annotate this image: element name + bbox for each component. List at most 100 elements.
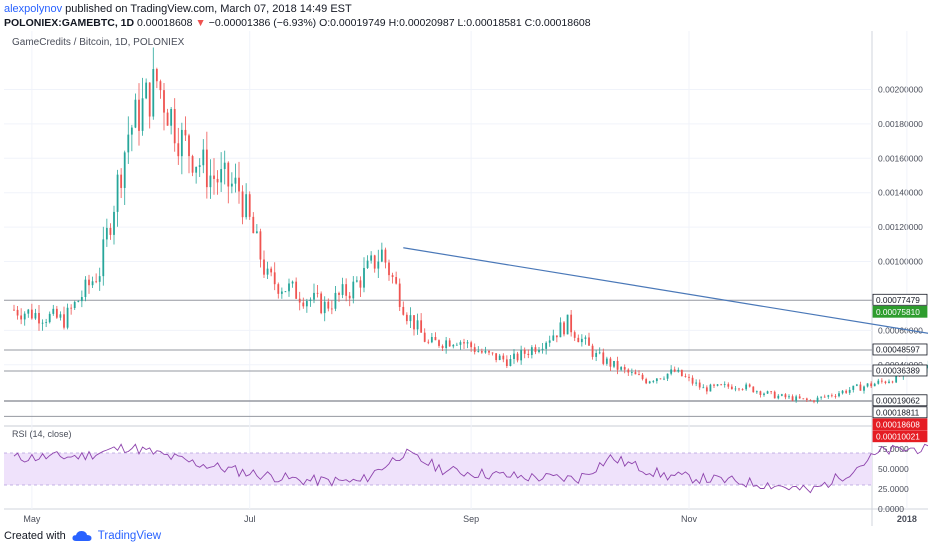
author-link[interactable]: alexpolynov <box>4 3 63 15</box>
candle <box>459 340 462 350</box>
candle-body <box>834 395 837 397</box>
candle <box>109 223 112 240</box>
candle-body <box>188 135 190 157</box>
rsi-line <box>13 443 932 494</box>
candle <box>384 247 387 269</box>
candle <box>777 394 780 400</box>
candle-body <box>434 337 437 341</box>
candle <box>888 379 890 384</box>
candle <box>402 301 405 316</box>
candle-body <box>641 374 644 380</box>
y-tick-label: 0.00160000 <box>878 153 923 163</box>
candle <box>441 344 444 352</box>
symbol-name: POLONIEX:GAMEBTC, 1D <box>4 17 135 29</box>
candle-body <box>477 351 480 352</box>
candle <box>891 380 894 384</box>
candle <box>298 291 301 311</box>
y-tick-label: 0.00100000 <box>878 257 923 267</box>
tradingview-brand[interactable]: TradingView <box>97 530 162 542</box>
candle-body <box>602 352 605 364</box>
candle <box>752 386 755 393</box>
price-chart[interactable]: 0.00200000 0.00180000 0.00160000 0.00140000… <box>4 31 932 526</box>
cloud-icon <box>72 531 92 541</box>
candle <box>323 296 326 322</box>
candle-body <box>280 291 283 294</box>
candle-body <box>495 353 498 361</box>
candle-body <box>613 360 615 367</box>
candle <box>745 382 748 391</box>
candle <box>852 385 855 393</box>
candle-body <box>220 169 223 183</box>
candle <box>409 307 412 328</box>
candle <box>584 335 587 345</box>
candle <box>798 394 801 399</box>
candle <box>152 47 155 120</box>
candle <box>223 150 226 185</box>
candle-body <box>355 280 358 282</box>
candle-body <box>809 399 812 401</box>
candle <box>359 276 362 298</box>
candle-body <box>516 353 519 361</box>
candle <box>684 373 687 378</box>
candle-body <box>348 295 351 299</box>
candle <box>580 334 583 347</box>
candle-body <box>723 384 726 386</box>
rsi-tick-label: 75.0000 <box>878 444 909 454</box>
candle <box>702 384 705 389</box>
candle-body <box>877 380 880 384</box>
candle <box>205 131 208 199</box>
candle-body <box>402 306 405 315</box>
candle <box>405 312 408 325</box>
candle-body <box>130 127 133 135</box>
candle <box>398 278 401 312</box>
candle <box>813 399 815 404</box>
candle-body <box>384 249 387 263</box>
candle <box>827 394 830 399</box>
candle-body <box>841 390 844 394</box>
candle <box>530 345 533 359</box>
candle-body <box>302 302 305 307</box>
candle-body <box>620 367 623 370</box>
candle-body <box>498 355 501 361</box>
candle-body <box>791 396 794 401</box>
candle-body <box>388 262 390 276</box>
candle-body <box>116 174 119 212</box>
candle-body <box>170 108 173 126</box>
candle-body <box>684 376 687 377</box>
candle-body <box>266 268 269 275</box>
trendline <box>403 247 932 335</box>
price-axis-label-box <box>872 418 928 431</box>
candle <box>105 218 108 247</box>
candle-body <box>830 395 833 397</box>
candle <box>680 369 683 377</box>
candle <box>602 348 605 366</box>
candle <box>227 161 230 204</box>
candle-body <box>859 384 862 391</box>
candle <box>320 291 323 315</box>
price-axis-label-box <box>872 394 928 407</box>
candle <box>234 163 237 193</box>
candle <box>716 384 719 387</box>
candle <box>727 382 730 389</box>
candle-body <box>755 391 758 393</box>
candle <box>59 311 62 321</box>
candle-body <box>338 292 340 295</box>
candle <box>741 388 744 391</box>
candle-body <box>273 272 276 285</box>
candle-body <box>270 268 273 273</box>
candle <box>313 283 315 304</box>
candle-body <box>359 280 362 288</box>
candle <box>148 82 151 129</box>
candle <box>730 384 733 390</box>
candle-body <box>248 194 251 217</box>
candle <box>63 306 65 330</box>
published-text: published on TradingView.com, March 07, … <box>65 3 352 15</box>
candle <box>334 285 337 312</box>
candle-body <box>552 335 555 341</box>
price-axis-label: 0.00010021 <box>876 431 920 441</box>
candle <box>695 379 698 387</box>
candle-body <box>102 239 105 277</box>
candle-body <box>470 342 473 348</box>
candle-body <box>616 360 619 370</box>
chart-area[interactable]: 0.00200000 0.00180000 0.00160000 0.00140000… <box>4 31 932 526</box>
